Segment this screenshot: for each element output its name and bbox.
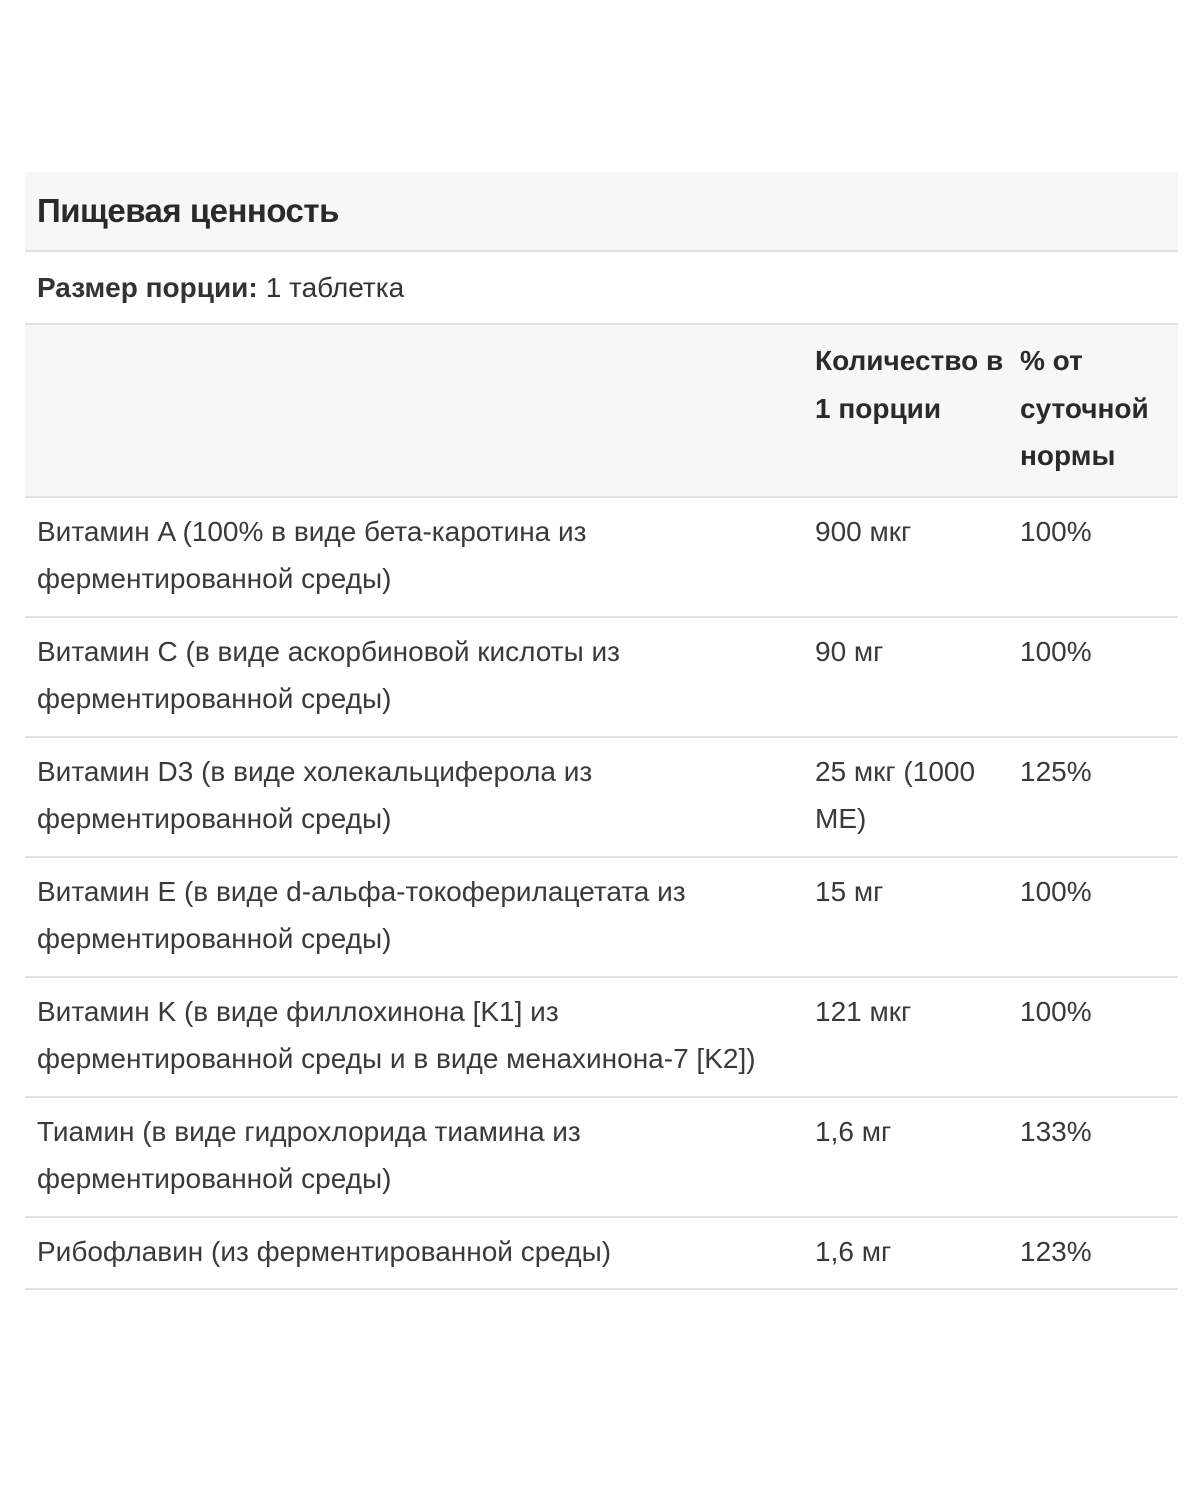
nutrient-amount: 90 мг xyxy=(803,616,1008,738)
page-title: Пищевая ценность xyxy=(37,192,339,229)
nutrient-name: Витамин C (в виде аскорбиновой кислоты и… xyxy=(25,616,803,738)
nutrient-name: Витамин D3 (в виде холекальциферола из ф… xyxy=(25,736,803,858)
nutrient-name: Тиамин (в виде гидрохлорида тиамина из ф… xyxy=(25,1096,803,1218)
nutrient-daily-value: 123% xyxy=(1008,1216,1178,1290)
nutrient-amount: 15 мг xyxy=(803,856,1008,978)
table-row: Витамин E (в виде d-альфа-токоферилацета… xyxy=(25,856,1178,978)
table-row: Рибофлавин (из ферментированной среды) 1… xyxy=(25,1216,1178,1290)
serving-size-value: 1 таблетка xyxy=(265,271,405,303)
nutrition-table: Количество в 1 порции % от суточной норм… xyxy=(25,325,1178,1290)
nutrient-daily-value: 100% xyxy=(1008,496,1178,618)
nutrient-name: Витамин K (в виде филлохинона [K1] из фе… xyxy=(25,976,803,1098)
nutrient-amount: 1,6 мг xyxy=(803,1096,1008,1218)
table-header-row: Количество в 1 порции % от суточной норм… xyxy=(25,325,1178,498)
nutrient-daily-value: 100% xyxy=(1008,616,1178,738)
nutrient-daily-value: 133% xyxy=(1008,1096,1178,1218)
title-bar: Пищевая ценность xyxy=(25,172,1178,252)
serving-size-label: Размер порции: xyxy=(37,271,258,303)
table-row: Витамин D3 (в виде холекальциферола из ф… xyxy=(25,736,1178,858)
header-daily-value: % от суточной нормы xyxy=(1008,325,1178,498)
table-row: Витамин A (100% в виде бета-каротина из … xyxy=(25,496,1178,618)
nutrient-name: Витамин A (100% в виде бета-каротина из … xyxy=(25,496,803,618)
nutrient-daily-value: 125% xyxy=(1008,736,1178,858)
header-nutrient xyxy=(25,325,803,498)
table-row: Витамин C (в виде аскорбиновой кислоты и… xyxy=(25,616,1178,738)
nutrient-amount: 121 мкг xyxy=(803,976,1008,1098)
table-row: Тиамин (в виде гидрохлорида тиамина из ф… xyxy=(25,1096,1178,1218)
nutrient-amount: 1,6 мг xyxy=(803,1216,1008,1290)
nutrient-amount: 25 мкг (1000 МЕ) xyxy=(803,736,1008,858)
nutrition-facts-panel: Пищевая ценность Размер порции: 1 таблет… xyxy=(25,172,1178,1290)
serving-size: Размер порции: 1 таблетка xyxy=(25,252,1178,325)
nutrient-daily-value: 100% xyxy=(1008,856,1178,978)
nutrient-name: Рибофлавин (из ферментированной среды) xyxy=(25,1216,803,1290)
nutrient-daily-value: 100% xyxy=(1008,976,1178,1098)
header-amount: Количество в 1 порции xyxy=(803,325,1008,498)
nutrient-amount: 900 мкг xyxy=(803,496,1008,618)
nutrient-name: Витамин E (в виде d-альфа-токоферилацета… xyxy=(25,856,803,978)
table-row: Витамин K (в виде филлохинона [K1] из фе… xyxy=(25,976,1178,1098)
